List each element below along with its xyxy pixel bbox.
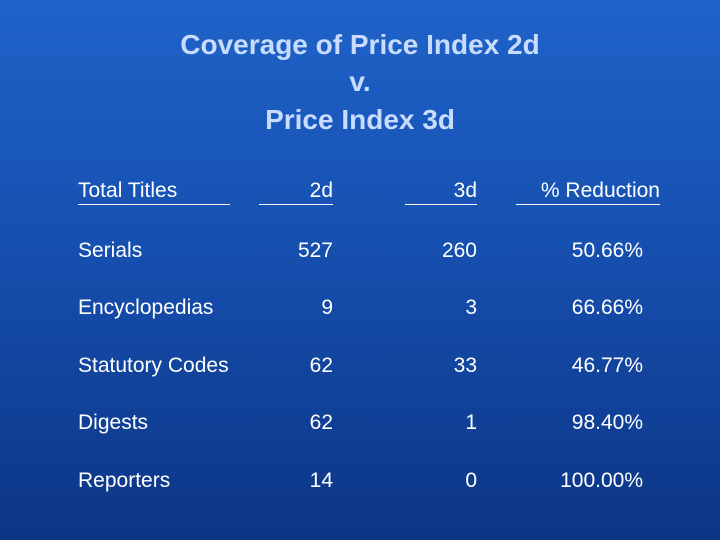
table-cell: 527 <box>297 239 333 262</box>
title-line: v. <box>349 66 371 97</box>
table-cell: 14 <box>309 469 333 492</box>
table-cell: 50.66% <box>571 239 643 262</box>
table-cell: 62 <box>309 354 333 377</box>
table-cell: 3 <box>465 296 477 319</box>
table-cell: 260 <box>441 239 477 262</box>
table-cell: 0 <box>465 469 477 492</box>
title-line: Coverage of Price Index 2d <box>180 29 540 60</box>
row-label: Reporters <box>78 469 171 492</box>
row-label: Serials <box>78 239 143 262</box>
table-header-cell: 2d <box>259 178 333 205</box>
row-label: Statutory Codes <box>78 354 229 377</box>
table-cell: 1 <box>465 411 477 434</box>
table-cell: 46.77% <box>571 354 643 377</box>
table-cell: 66.66% <box>571 296 643 319</box>
row-label: Digests <box>78 411 149 434</box>
row-label: Encyclopedias <box>78 296 214 319</box>
table-header-cell: Total Titles <box>78 178 230 205</box>
table-header-cell: % Reduction <box>516 178 660 205</box>
table-cell: 98.40% <box>571 411 643 434</box>
table-cell: 100.00% <box>560 469 643 492</box>
title-line: Price Index 3d <box>265 104 455 135</box>
table-cell: 9 <box>321 296 333 319</box>
table-cell: 33 <box>453 354 477 377</box>
table-header-cell: 3d <box>405 178 477 205</box>
table-cell: 62 <box>309 411 333 434</box>
